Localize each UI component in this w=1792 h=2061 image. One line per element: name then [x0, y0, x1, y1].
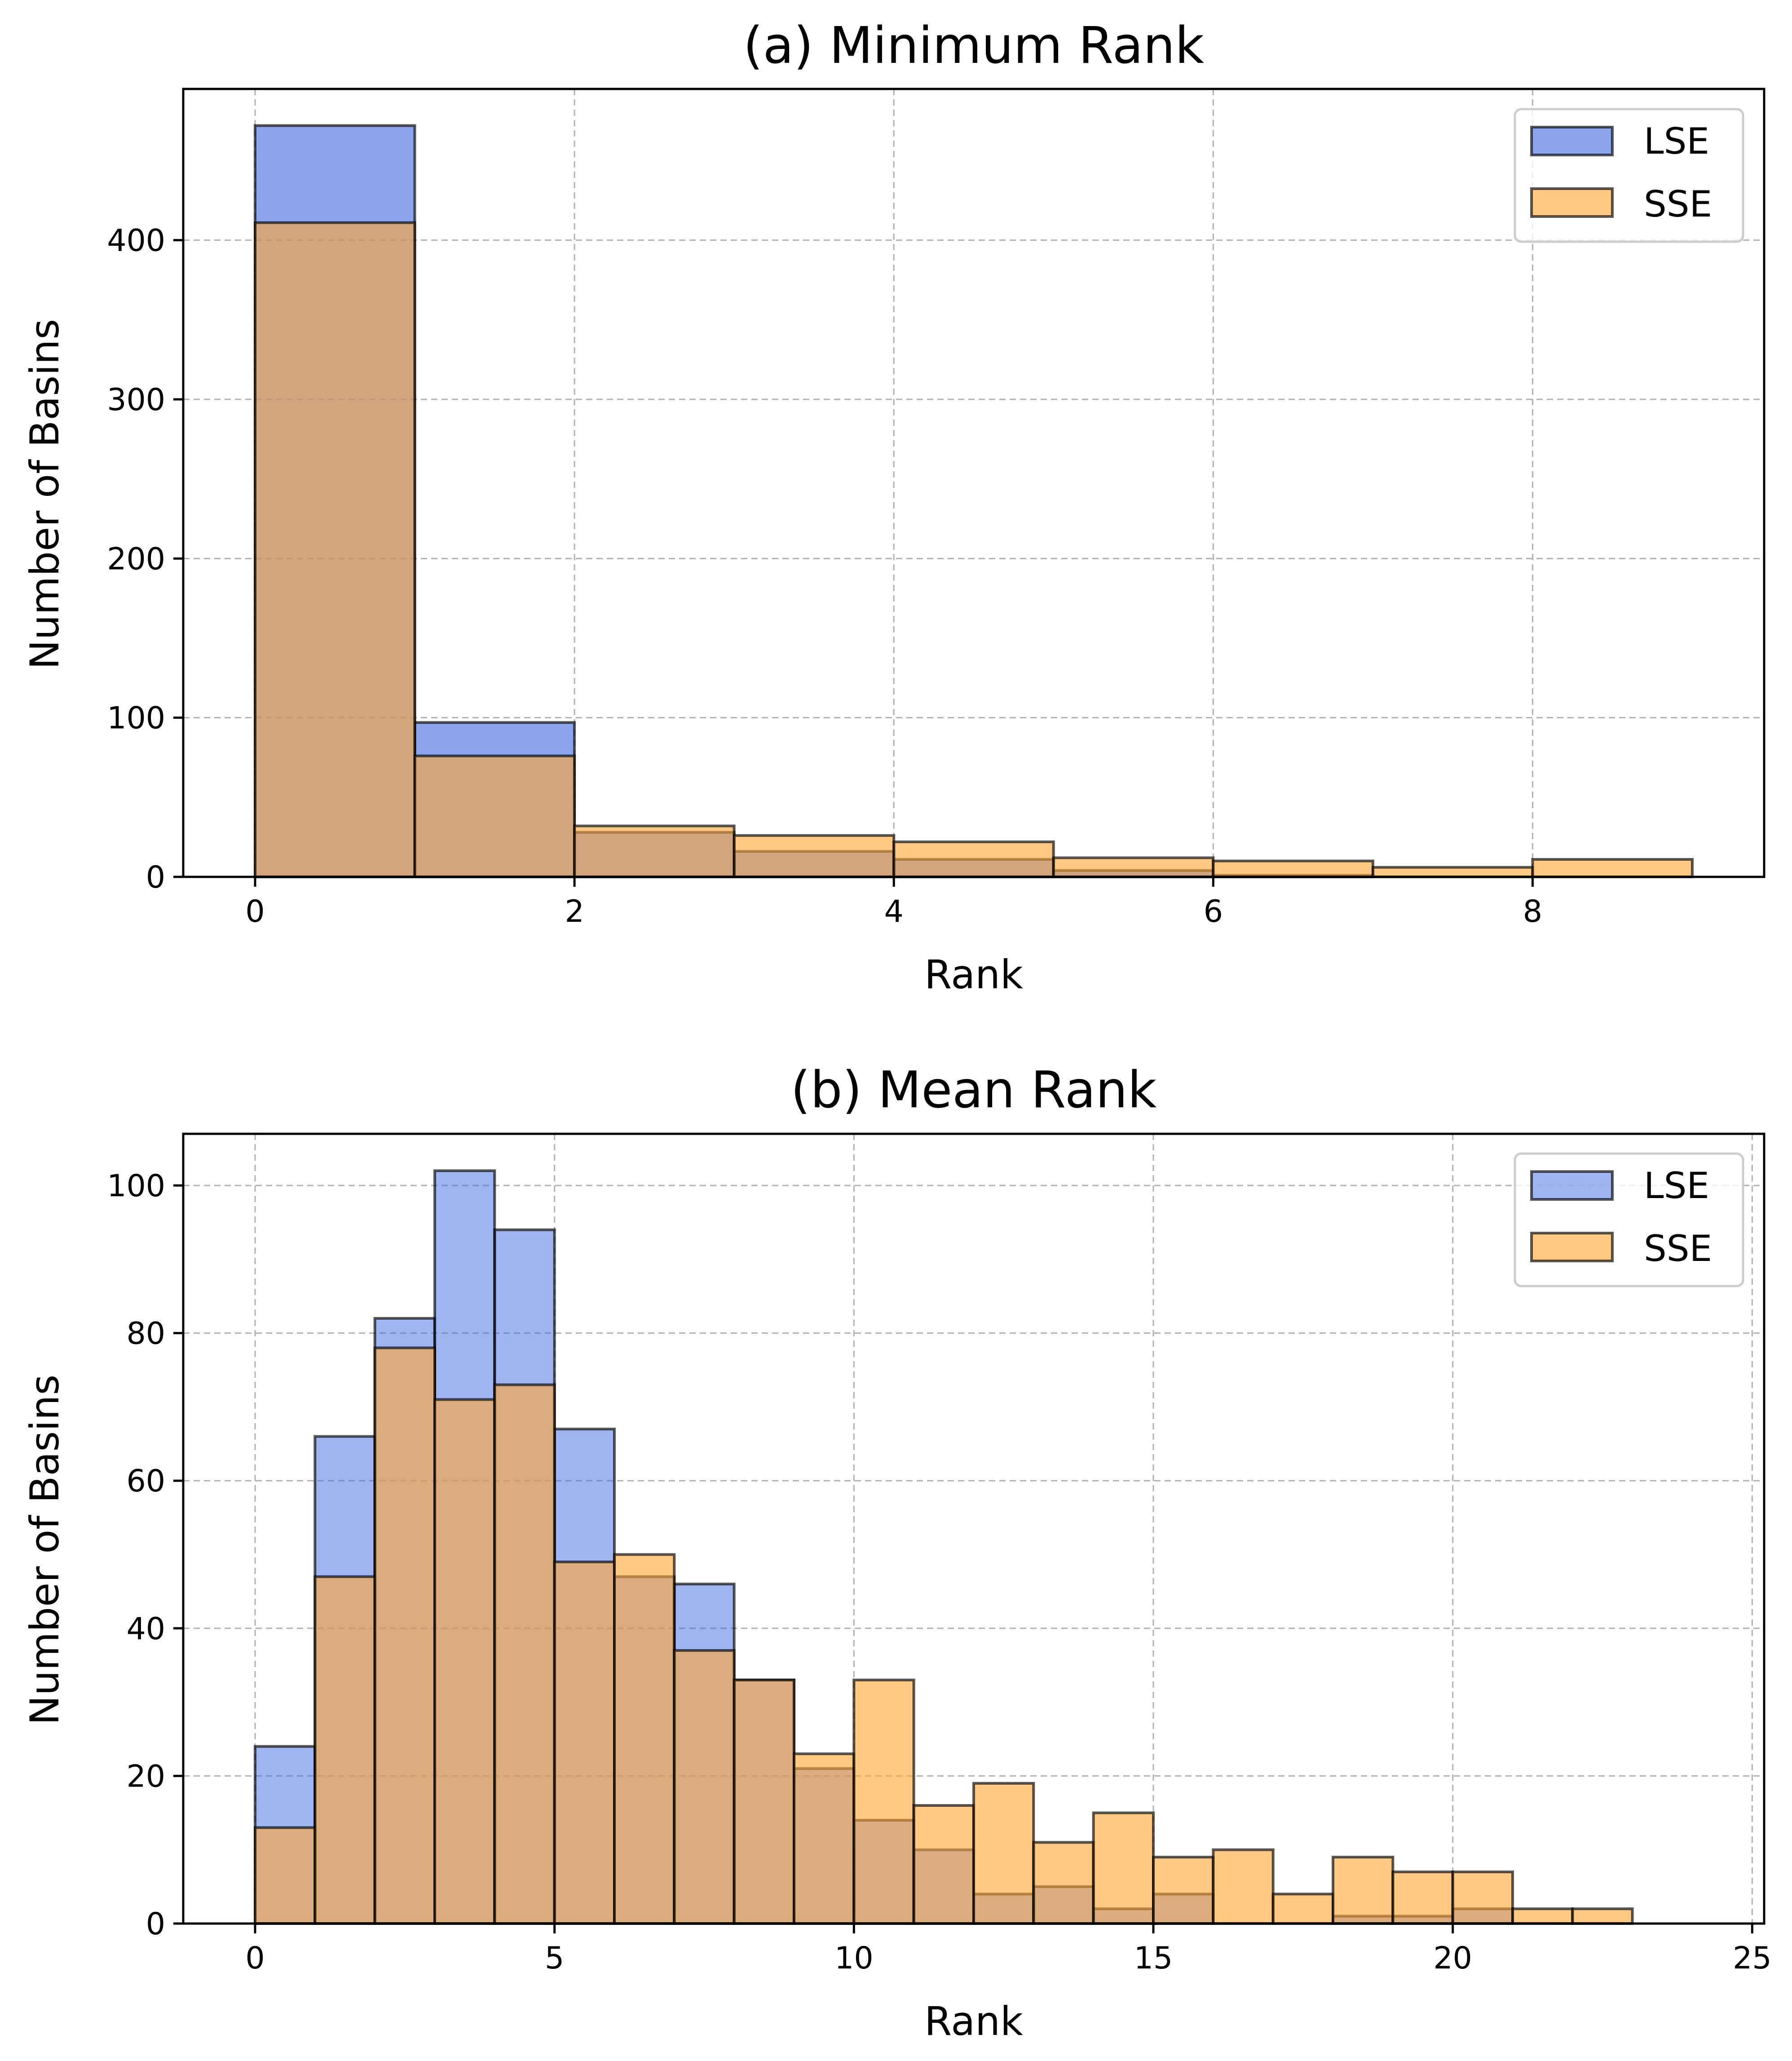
chart-title: (a) Minimum Rank	[743, 17, 1204, 75]
bar-sse	[733, 1678, 795, 1925]
bar-sse	[1332, 1856, 1395, 1925]
x-tick-label: 5	[545, 1941, 564, 1976]
bar-sse	[553, 1560, 616, 1925]
bar-sse	[1212, 859, 1374, 879]
x-axis-label: Rank	[924, 951, 1023, 998]
y-tick-label: 400	[107, 223, 165, 259]
y-axis-label: Number of Basins	[22, 1375, 68, 1725]
bar-sse	[413, 754, 576, 878]
x-tick-label: 2	[565, 894, 584, 929]
panel-minimum-rank: (a) Minimum Rank 0 2 4 6 8 0 100 200 300 400 Rank…	[22, 17, 1766, 998]
x-tick-label: 15	[1134, 1941, 1173, 1976]
bar-sse	[1531, 858, 1694, 878]
legend-swatch-lse	[1530, 1170, 1614, 1201]
bar-sse	[1212, 1848, 1275, 1925]
legend-swatch-sse	[1530, 187, 1614, 218]
bar-sse	[852, 1678, 915, 1925]
axes-frame	[182, 88, 1766, 878]
bar-sse	[1371, 866, 1534, 878]
bar-sse	[1391, 1870, 1454, 1925]
legend: LSE SSE	[1514, 1152, 1744, 1287]
plot-area: 0 5 10 15 20 25 0 20 40 60 80 100	[107, 1132, 1772, 1976]
y-tick-label: 0	[146, 860, 165, 895]
plot-area: 0 2 4 6 8 0 100 200 300 400	[107, 88, 1766, 929]
bar-sse	[1052, 856, 1215, 878]
y-tick-label: 100	[107, 1168, 165, 1204]
bar-sse	[733, 834, 896, 879]
bar-sse	[313, 1575, 376, 1925]
x-tick-label: 0	[245, 1941, 265, 1976]
y-tick-label: 40	[126, 1611, 165, 1647]
bar-sse	[1271, 1893, 1335, 1925]
x-tick-label: 8	[1523, 894, 1542, 929]
axes-frame	[182, 1132, 1766, 1925]
bar-sse	[793, 1752, 856, 1925]
legend: LSE SSE	[1514, 108, 1744, 243]
bar-sse	[1571, 1907, 1634, 1925]
chart-title: (b) Mean Rank	[791, 1061, 1157, 1119]
x-tick-label: 4	[884, 894, 904, 929]
panel-mean-rank: (b) Mean Rank 0 5 10 15 20 25 0 20 40 60 80 100 Ran…	[22, 1061, 1772, 2044]
bar-sse	[573, 824, 736, 879]
bar-sse	[912, 1804, 975, 1925]
x-axis-label: Rank	[924, 1998, 1023, 2044]
bar-sse	[1511, 1907, 1574, 1925]
y-tick-label: 20	[126, 1759, 165, 1794]
legend-swatch-lse	[1530, 126, 1614, 156]
y-tick-label: 100	[107, 701, 165, 736]
x-tick-label: 10	[834, 1941, 874, 1976]
legend-label-sse: SSE	[1644, 183, 1712, 225]
y-tick-label: 80	[126, 1316, 165, 1352]
x-tick-label: 0	[245, 894, 265, 929]
legend-label-lse: LSE	[1644, 120, 1709, 162]
bar-sse	[254, 221, 416, 879]
bar-sse	[1451, 1870, 1514, 1925]
x-tick-label: 6	[1204, 894, 1223, 929]
bar-sse	[972, 1782, 1035, 1925]
y-tick-label: 60	[126, 1464, 165, 1499]
x-tick-label: 25	[1733, 1941, 1772, 1976]
bar-sse	[493, 1383, 556, 1925]
legend-swatch-sse	[1530, 1232, 1614, 1262]
legend-label-lse: LSE	[1644, 1165, 1709, 1207]
y-tick-label: 0	[146, 1906, 165, 1942]
bar-sse	[1092, 1811, 1155, 1925]
bar-sse	[892, 840, 1055, 878]
bar-sse	[1152, 1856, 1215, 1925]
bar-sse	[433, 1398, 496, 1925]
y-tick-label: 200	[107, 541, 165, 577]
bar-sse	[673, 1649, 736, 1925]
bar-sse	[373, 1346, 437, 1925]
bar-sse	[254, 1826, 317, 1925]
bar-sse	[613, 1553, 676, 1925]
y-tick-label: 300	[107, 382, 165, 418]
y-axis-label: Number of Basins	[22, 319, 68, 669]
bar-sse	[1032, 1841, 1095, 1925]
x-tick-label: 20	[1433, 1941, 1472, 1976]
legend-label-sse: SSE	[1644, 1228, 1712, 1269]
